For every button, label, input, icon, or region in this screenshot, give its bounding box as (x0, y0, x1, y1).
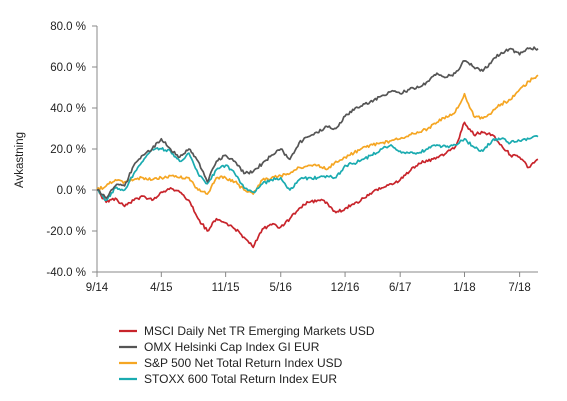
y-tick-label: 60.0 % (50, 62, 86, 74)
y-tick-label: 80.0 % (50, 21, 86, 33)
series-line (96, 121, 539, 249)
y-tick-label: -40.0 % (46, 267, 86, 279)
legend: MSCI Daily Net TR Emerging Markets USD OM… (119, 324, 375, 386)
x-tick-label: 11/15 (212, 282, 240, 294)
x-tick-label: 5/16 (270, 282, 292, 294)
x-tick-label: 6/17 (389, 282, 411, 294)
y-tick-label: 20.0 % (50, 144, 86, 156)
legend-label: S&P 500 Net Total Return Index USD (144, 356, 343, 370)
x-tick-label: 12/16 (331, 282, 360, 294)
y-axis: 80.0 % 60.0 % 40.0 % 20.0 % 0.0 % -20.0 % -40.… (46, 21, 97, 279)
y-tick-label: 40.0 % (50, 103, 86, 115)
x-tick-label: 7/18 (508, 282, 530, 294)
y-tick-label: 0.0 % (57, 185, 86, 197)
legend-label: STOXX 600 Total Return Index EUR (144, 372, 337, 386)
x-tick-label: 1/18 (453, 282, 475, 294)
series-line (96, 135, 539, 202)
x-tick-label: 4/15 (150, 282, 172, 294)
series-line (96, 46, 539, 200)
legend-label: OMX Helsinki Cap Index GI EUR (144, 340, 320, 354)
y-tick-label: -20.0 % (46, 226, 86, 238)
plot-area (96, 46, 539, 249)
y-axis-title: Avkastning (14, 132, 26, 188)
x-tick-label: 9/14 (86, 282, 109, 294)
x-axis: 9/14 4/15 11/15 5/16 12/16 6/17 1/18 7/18 (86, 272, 531, 294)
legend-label: MSCI Daily Net TR Emerging Markets USD (144, 324, 375, 338)
series-line (96, 74, 539, 195)
